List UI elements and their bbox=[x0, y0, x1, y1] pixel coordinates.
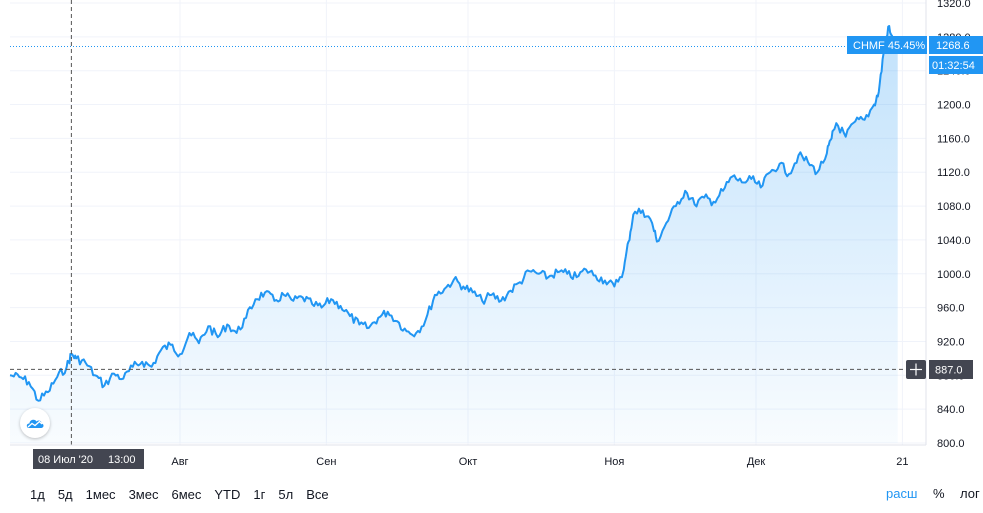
price-chart[interactable]: 1320.01280.01240.01200.01160.01120.01080… bbox=[0, 0, 983, 478]
range-1y-button[interactable]: 1г bbox=[253, 486, 266, 502]
price-area-fill bbox=[10, 26, 898, 443]
last-price-label: 1268.6 bbox=[936, 40, 970, 52]
x-tick-label: Дек bbox=[747, 456, 766, 468]
time-axis[interactable]: Авг Сен Окт Ноя Дек 21 bbox=[171, 456, 908, 468]
range-1d-button[interactable]: 1д bbox=[30, 486, 45, 502]
last-price-badge: 1268.6 bbox=[929, 36, 983, 54]
range-3m-button[interactable]: 3мес bbox=[128, 486, 159, 502]
y-tick-label: 1120.0 bbox=[937, 167, 970, 179]
crosshair-time-label: 13:00 bbox=[108, 454, 136, 466]
y-tick-label: 1000.0 bbox=[937, 269, 971, 281]
x-tick-label: Авг bbox=[171, 456, 188, 468]
symbol-badge: CHMF 45.45% bbox=[847, 36, 927, 54]
auto-scale-button[interactable]: расш bbox=[886, 486, 918, 501]
x-tick-label: Сен bbox=[316, 456, 336, 468]
x-tick-label: Окт bbox=[459, 456, 478, 468]
countdown-badge: 01:32:54 bbox=[929, 56, 983, 74]
range-ytd-button[interactable]: YTD bbox=[214, 486, 241, 502]
range-5y-button[interactable]: 5л bbox=[278, 486, 294, 502]
crosshair-plus-button[interactable] bbox=[906, 360, 926, 379]
y-tick-label: 960.0 bbox=[937, 303, 965, 315]
log-scale-button[interactable]: лог bbox=[960, 486, 980, 501]
range-all-button[interactable]: Все bbox=[306, 486, 329, 502]
crosshair-date-label: 08 Июл '20 bbox=[38, 454, 93, 466]
symbol-change-label: CHMF 45.45% bbox=[853, 40, 925, 52]
cloud-chart-icon bbox=[26, 419, 44, 428]
y-tick-label: 1080.0 bbox=[937, 201, 971, 213]
crosshair-time-badge: 08 Июл '20 13:00 bbox=[33, 449, 144, 469]
tradingview-logo-button[interactable] bbox=[20, 408, 50, 438]
percent-scale-button[interactable]: % bbox=[933, 486, 945, 501]
y-tick-label: 1200.0 bbox=[937, 100, 971, 112]
countdown-label: 01:32:54 bbox=[932, 60, 975, 72]
x-tick-label: 21 bbox=[896, 456, 908, 468]
y-tick-label: 1160.0 bbox=[937, 133, 970, 145]
y-tick-label: 800.0 bbox=[937, 438, 965, 450]
y-tick-label: 920.0 bbox=[937, 336, 965, 348]
y-tick-label: 1320.0 bbox=[937, 0, 971, 10]
range-selector: 1д 5д 1мес 3мес 6мес YTD 1г 5л Все bbox=[0, 478, 983, 510]
y-tick-label: 840.0 bbox=[937, 404, 965, 416]
crosshair-price-label: 887.0 bbox=[935, 365, 963, 377]
range-1m-button[interactable]: 1мес bbox=[85, 486, 116, 502]
y-tick-label: 1040.0 bbox=[937, 235, 971, 247]
x-tick-label: Ноя bbox=[604, 456, 624, 468]
crosshair-price-badge: 887.0 bbox=[929, 360, 973, 379]
price-line bbox=[9, 25, 899, 402]
range-5d-button[interactable]: 5д bbox=[57, 486, 73, 502]
range-6m-button[interactable]: 6мес bbox=[171, 486, 202, 502]
